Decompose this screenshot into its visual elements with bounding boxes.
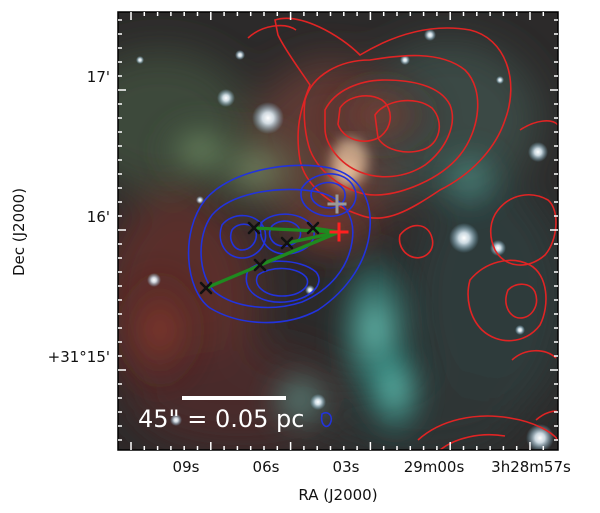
x-tick-label: 03s (333, 458, 360, 476)
source-marker-x (280, 236, 294, 250)
x-tick-label: 29m00s (404, 458, 465, 476)
y-tick-labels: 17' 16' +31°15' (48, 68, 110, 366)
gray-cross-marker (327, 194, 347, 214)
source-marker-x (306, 221, 320, 235)
scale-bar-label: 45" = 0.05 pc (138, 405, 304, 433)
source-marker-x (247, 221, 261, 235)
scale-bar-line (182, 396, 286, 400)
x-axis-label: RA (J2000) (298, 486, 377, 504)
x-tick-label: 3h28m57s (491, 458, 571, 476)
star-field (136, 29, 554, 450)
y-tick-label: 17' (87, 68, 110, 86)
source-marker-x (199, 281, 213, 295)
red-contours (247, 17, 558, 450)
red-cross-marker (329, 222, 349, 242)
x-tick-label: 06s (253, 458, 280, 476)
x-tick-label: 09s (173, 458, 200, 476)
scale-bar: 45" = 0.05 pc (138, 396, 304, 433)
x-tick-labels: 09s 06s 03s 29m00s 3h28m57s (173, 458, 571, 476)
source-marker-x (253, 258, 267, 272)
y-axis-label: Dec (J2000) (10, 188, 28, 276)
plot-frame (117, 11, 559, 451)
axis-ticks (118, 12, 558, 450)
nebula-image: 45" = 0.05 pc (118, 12, 558, 450)
source-markers (199, 221, 320, 295)
y-tick-label: +31°15' (48, 348, 110, 366)
y-tick-label: 16' (87, 208, 110, 226)
connector-lines (204, 226, 341, 290)
